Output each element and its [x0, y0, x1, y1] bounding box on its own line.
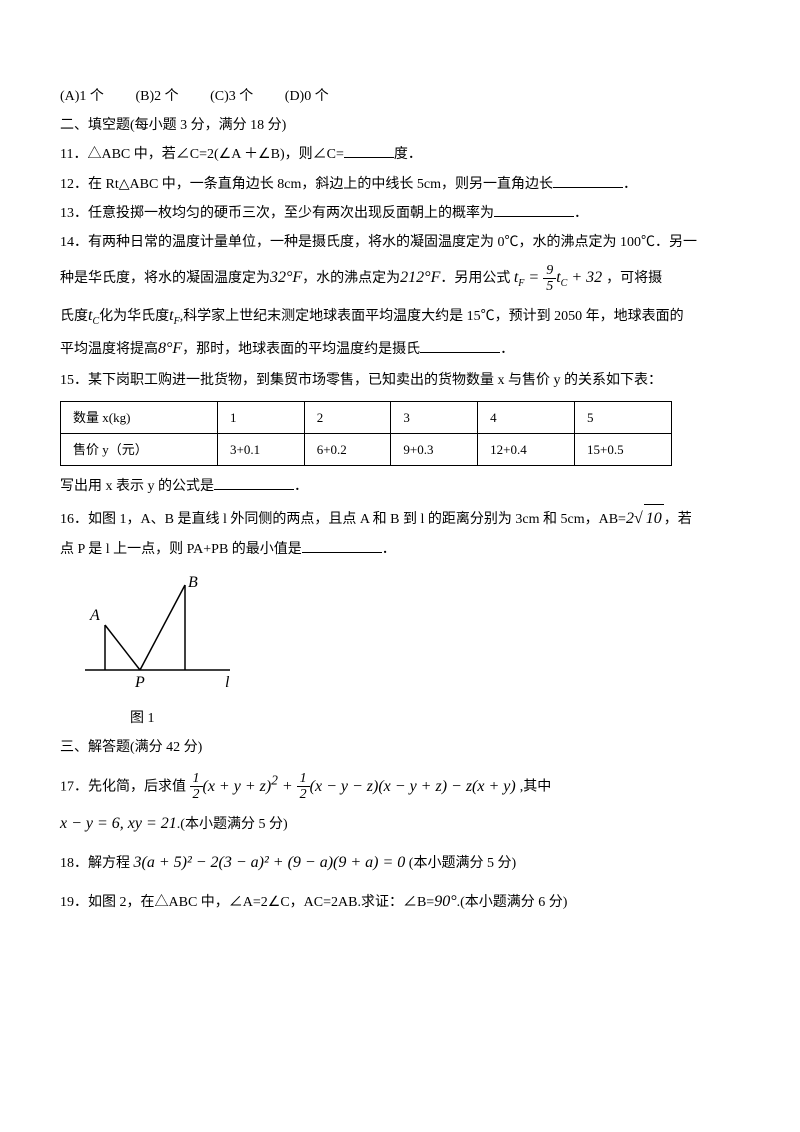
q15-table: 数量 x(kg) 1 2 3 4 5 售价 y（元） 3+0.1 6+0.2 9…	[60, 401, 672, 467]
section2-title: 二、填空题(每小题 3 分，满分 18 分)	[60, 113, 740, 138]
q14-8f: 8°F	[158, 340, 182, 357]
q14-line4: 平均温度将提高8°F，那时，地球表面的平均温度约是摄氏．	[60, 335, 740, 364]
q16-blank	[302, 538, 382, 553]
q15-blank	[214, 475, 294, 490]
q13-blank	[494, 202, 574, 217]
q17: 17．先化简，后求值 12(x + y + z)2 + 12(x − y − z…	[60, 764, 740, 806]
q12-blank	[553, 173, 623, 188]
q13: 13．任意投掷一枚均匀的硬币三次，至少有两次出现反面朝上的概率为．	[60, 201, 740, 226]
q14-formula: tF = 95tC + 32	[514, 269, 606, 286]
q16-line2: 点 P 是 l 上一点，则 PA+PB 的最小值是．	[60, 537, 740, 562]
q14-line1: 14．有两种日常的温度计量单位，一种是摄氏度，将水的凝固温度定为 0℃，水的沸点…	[60, 230, 740, 255]
table-row: 售价 y（元） 3+0.1 6+0.2 9+0.3 12+0.4 15+0.5	[61, 434, 672, 466]
option-b: (B)2 个	[135, 89, 178, 104]
option-d: (D)0 个	[285, 89, 329, 104]
table-row: 数量 x(kg) 1 2 3 4 5	[61, 401, 672, 433]
q14-line2: 种是华氏度，将水的凝固温度定为32°F，水的沸点定为212°F．另用公式 tF …	[60, 259, 740, 297]
label-b: B	[188, 575, 198, 591]
q18-expr: 3(a + 5)² − 2(3 − a)² + (9 − a)(9 + a) =…	[134, 854, 406, 871]
q17-expr: 12(x + y + z)2 + 12(x − y − z)(x − y + z…	[190, 778, 520, 795]
q14-32f: 32°F	[270, 269, 302, 286]
q14-blank	[420, 338, 500, 353]
section3-title: 三、解答题(满分 42 分)	[60, 735, 740, 760]
q12: 12．在 Rt△ABC 中，一条直角边长 8cm，斜边上的中线长 5cm，则另一…	[60, 172, 740, 197]
q16-value: 2√10	[626, 510, 664, 527]
q14-line3: 氏度tC化为华氏度tF,科学家上世纪末测定地球表面平均温度大约是 15℃，预计到…	[60, 302, 740, 331]
q16-caption: 图 1	[130, 706, 740, 731]
label-a: A	[89, 607, 100, 624]
q15-intro: 15．某下岗职工购进一批货物，到集贸市场零售，已知卖出的货物数量 x 与售价 y…	[60, 368, 740, 393]
q11: 11．△ABC 中，若∠C=2(∠A ＋∠B)，则∠C=度．	[60, 142, 740, 167]
q19-angle: 90°	[434, 893, 456, 910]
q19: 19．如图 2，在△ABC 中，∠A=2∠C，AC=2AB.求证：∠B=90°.…	[60, 888, 740, 917]
q16-figure: A B P l 图 1	[80, 575, 740, 731]
q15-after: 写出用 x 表示 y 的公式是．	[60, 474, 740, 499]
q14-tf: tF	[169, 307, 180, 324]
label-l: l	[225, 674, 230, 691]
q16-line1: 16．如图 1，A、B 是直线 l 外同侧的两点，且点 A 和 B 到 l 的距…	[60, 504, 740, 534]
q14-tc: tC	[88, 307, 99, 324]
label-p: P	[134, 674, 145, 691]
option-a: (A)1 个	[60, 89, 104, 104]
q11-blank	[344, 143, 394, 158]
q18: 18．解方程 3(a + 5)² − 2(3 − a)² + (9 − a)(9…	[60, 849, 740, 878]
q14-212f: 212°F	[400, 269, 440, 286]
q10-options: (A)1 个 (B)2 个 (C)3 个 (D)0 个	[60, 84, 740, 109]
q16-diagram-svg: A B P l	[80, 575, 240, 695]
option-c: (C)3 个	[210, 89, 253, 104]
q17-cond: x − y = 6, xy = 21.(本小题满分 5 分)	[60, 810, 740, 839]
